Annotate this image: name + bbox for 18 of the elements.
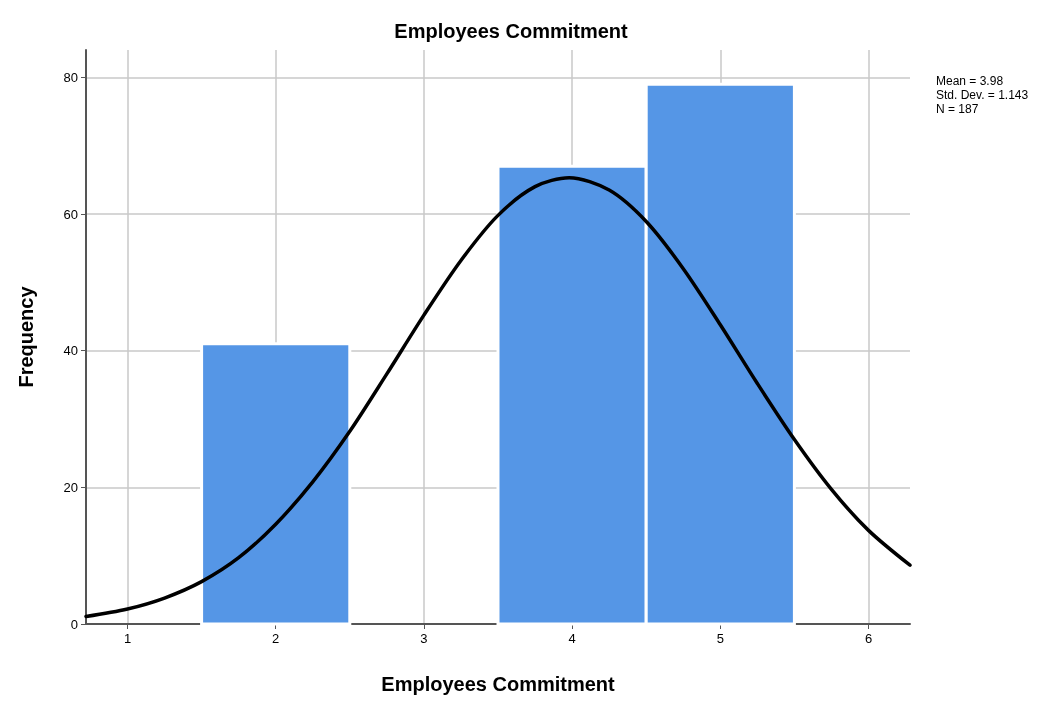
y-axis-title: Frequency [15,285,37,388]
x-tick-label: 4 [568,631,576,646]
y-tick-label: 20 [63,479,78,495]
y-tick-label: 40 [63,343,78,359]
x-tick-label: 1 [123,631,132,646]
x-tick-label: 5 [716,631,724,646]
y-tick-label: 0 [70,616,78,632]
line-series [84,176,912,619]
x-tick-label: 6 [864,631,873,646]
y-tick-label: 80 [63,69,78,85]
x-axis-title: Employees Commitment [381,673,616,695]
x-tick-label: 3 [420,631,428,646]
text: N = 187 [936,102,979,116]
x-tick-label: 2 [272,631,280,646]
chart-title: Employees Commitment [394,20,629,42]
y-tick-label: 60 [63,206,78,222]
text: Std. Dev. = 1.143 [936,88,1029,102]
text: Mean = 3.98 [936,74,1004,88]
